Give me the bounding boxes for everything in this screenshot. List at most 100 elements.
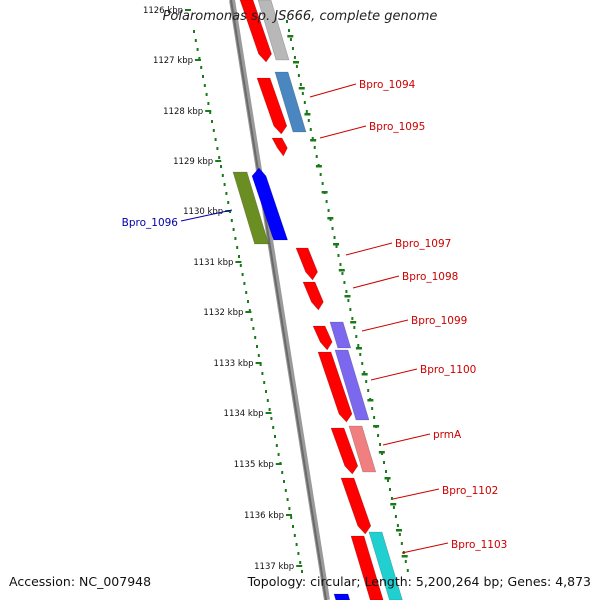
track-dot — [341, 272, 344, 275]
track-dash — [333, 243, 340, 246]
track-dot — [396, 524, 399, 527]
track-dash — [338, 269, 345, 272]
ruler-dot — [225, 192, 228, 195]
gene-purple — [334, 349, 370, 421]
ruler-dot — [203, 84, 206, 87]
gene-red — [256, 77, 288, 135]
label-leader-line — [382, 433, 431, 446]
track-dot — [353, 326, 356, 329]
label-leader-line — [361, 319, 409, 332]
track-dot — [289, 38, 292, 41]
track-dash — [315, 165, 322, 168]
track-dot — [309, 128, 312, 131]
ruler-dot — [275, 444, 278, 447]
track-dot — [337, 254, 340, 257]
track-dot — [303, 101, 306, 104]
ruler-dot — [292, 525, 294, 528]
track-dot — [351, 317, 354, 320]
ruler-dot — [295, 543, 298, 546]
track-dot — [392, 506, 395, 509]
label-leader-line — [392, 488, 440, 500]
ruler-label: 1135 kbp — [234, 460, 274, 470]
track-dot — [313, 146, 316, 149]
track-dot — [347, 299, 350, 302]
track-dot — [286, 20, 288, 23]
track-dot — [331, 227, 334, 230]
track-dot — [373, 416, 376, 419]
track-dash — [350, 321, 357, 324]
track-dash — [304, 113, 311, 116]
gene-label: Bpro_1094 — [359, 79, 416, 91]
ruler-dot — [245, 291, 248, 294]
gene-label: Bpro_1096 — [122, 217, 179, 229]
track-dash — [293, 61, 300, 64]
gene-label: Bpro_1098 — [402, 271, 458, 283]
gene-red — [239, 0, 272, 63]
track-dash — [287, 35, 294, 38]
track-dot — [327, 209, 330, 212]
track-dash — [373, 425, 380, 428]
gene-label: Bpro_1102 — [442, 485, 498, 497]
gene-features — [232, 0, 403, 600]
ruler-dot — [268, 408, 271, 411]
track-dot — [293, 56, 296, 59]
ruler-dot — [220, 165, 222, 168]
ruler-labels: 1126 kbp 1127 kbp 1128 kbp 1129 kbp 1130 kbp… — [143, 6, 303, 572]
ruler-dot — [293, 534, 296, 537]
track-dot — [299, 83, 302, 86]
gene-red — [350, 535, 384, 600]
ruler-dot — [194, 39, 197, 42]
ruler-dot — [221, 174, 224, 177]
ruler-dot — [250, 318, 253, 321]
gene-label: Bpro_1103 — [451, 539, 507, 551]
track-dot — [311, 137, 314, 140]
ruler-dot — [232, 228, 235, 231]
ruler-dot — [212, 129, 215, 132]
ruler-dot — [209, 111, 212, 114]
track-dot — [321, 182, 324, 185]
track-dot — [406, 569, 409, 572]
ruler-label: 1132 kbp — [203, 308, 243, 318]
ruler-dot — [265, 390, 267, 393]
gene-labels: Bpro_1094 Bpro_1095 Bpro_1096 Bpro_1097 Bpro… — [122, 79, 507, 554]
inner-dotted-track — [286, 20, 409, 572]
ruler-dot — [297, 552, 300, 555]
ruler-dot — [243, 282, 246, 285]
track-dot — [388, 488, 391, 491]
track-dot — [287, 29, 290, 32]
gene-red — [271, 137, 288, 157]
gene-label: prmA — [433, 429, 462, 441]
track-dot — [400, 542, 403, 545]
track-dot — [379, 443, 382, 446]
ruler-dot — [227, 201, 230, 204]
track-dot — [385, 470, 387, 473]
gene-label: Bpro_1099 — [411, 315, 467, 327]
track-dash — [355, 347, 362, 350]
ruler-dot — [274, 435, 276, 438]
ruler-dot — [247, 300, 249, 303]
ruler-label: 1127 kbp — [153, 56, 193, 66]
ruler-dot — [239, 264, 242, 267]
ruler-dot — [266, 399, 269, 402]
ruler-dot — [288, 507, 291, 510]
ruler-dot — [211, 120, 213, 123]
track-dot — [291, 47, 294, 50]
track-dot — [367, 389, 370, 392]
track-dash — [367, 399, 374, 402]
gene-grey — [257, 0, 290, 61]
gene-salmon — [348, 425, 377, 473]
ruler-label: 1128 kbp — [163, 107, 203, 117]
ruler-dot — [218, 156, 221, 159]
track-dot — [335, 245, 338, 248]
track-dot — [307, 119, 310, 122]
track-dot — [383, 461, 386, 464]
track-dot — [363, 371, 366, 374]
ruler-dot — [236, 246, 239, 249]
track-dot — [371, 407, 374, 410]
track-dash — [310, 139, 317, 142]
track-dot — [394, 515, 397, 518]
ruler-dot — [216, 147, 219, 150]
track-dash — [361, 373, 368, 376]
ruler-dot — [230, 219, 233, 222]
